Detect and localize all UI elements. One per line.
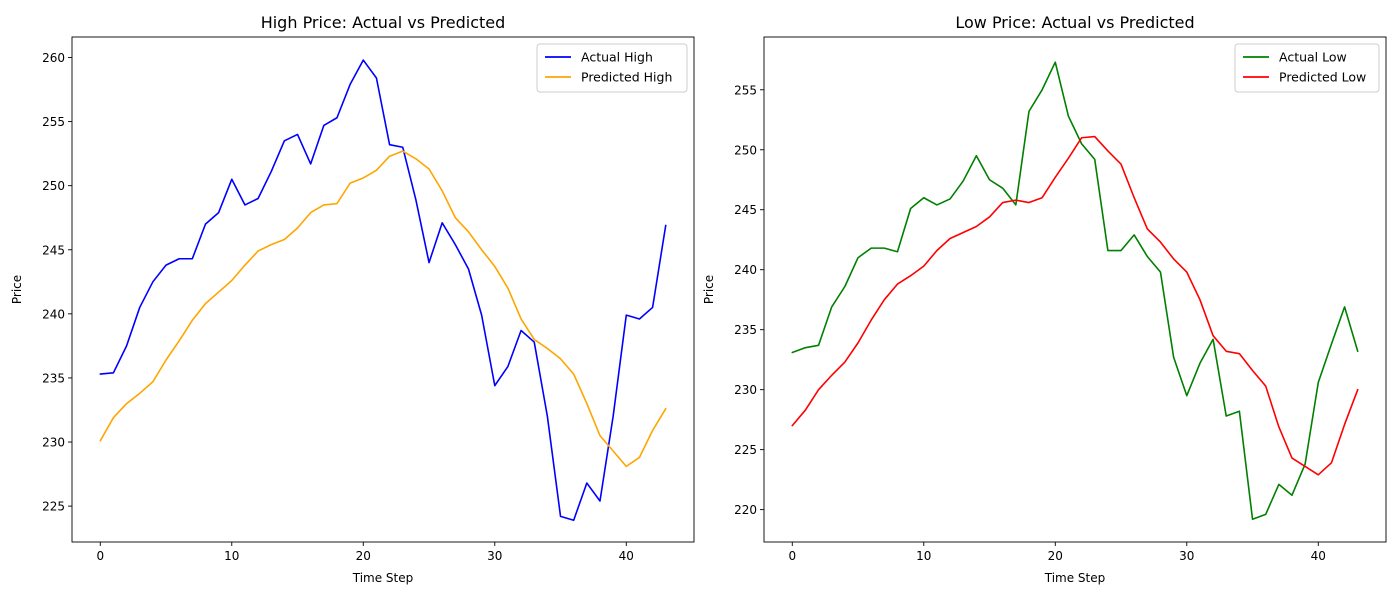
y-tick-label: 245 <box>42 243 65 257</box>
x-axis-label: Time Step <box>1044 571 1106 585</box>
series-line-actual-high <box>99 59 667 522</box>
series-line-predicted-high <box>99 150 667 468</box>
legend: Actual High Predicted High <box>536 43 688 93</box>
y-tick-label: 220 <box>734 503 757 517</box>
plot-frame <box>763 36 1387 543</box>
y-tick-label: 255 <box>734 83 757 97</box>
y-tick-label: 260 <box>42 51 65 65</box>
x-tick-label: 0 <box>788 549 796 563</box>
y-tick-label: 230 <box>734 383 757 397</box>
y-tick-label: 255 <box>42 115 65 129</box>
low-price-chart: Low Price: Actual vs Predicted 0 10 20 30 40 2… <box>702 13 1387 585</box>
legend-label: Predicted Low <box>1279 70 1366 85</box>
y-axis-label: Price <box>10 275 24 304</box>
plot-frame <box>71 36 695 543</box>
series-line-actual-low <box>791 61 1359 521</box>
x-tick-label: 20 <box>1048 549 1063 563</box>
y-tick-label: 225 <box>42 500 65 514</box>
x-tick-label: 30 <box>487 549 502 563</box>
y-tick-label: 250 <box>42 179 65 193</box>
chart-title: High Price: Actual vs Predicted <box>261 13 506 32</box>
y-tick-label: 235 <box>734 323 757 337</box>
x-tick-label: 40 <box>1311 549 1326 563</box>
legend-box <box>536 43 688 93</box>
y-tick-label: 240 <box>734 263 757 277</box>
legend: Actual Low Predicted Low <box>1234 43 1380 93</box>
y-axis-label: Price <box>702 275 716 304</box>
x-tick-label: 20 <box>356 549 371 563</box>
x-tick-label: 30 <box>1179 549 1194 563</box>
y-tick-label: 225 <box>734 443 757 457</box>
x-tick-label: 0 <box>96 549 104 563</box>
y-tick-label: 250 <box>734 143 757 157</box>
high-price-chart: High Price: Actual vs Predicted 0 10 20 30 40… <box>10 13 695 585</box>
legend-label: Actual High <box>581 50 653 65</box>
legend-label: Actual Low <box>1279 50 1347 65</box>
legend-label: Predicted High <box>581 70 672 85</box>
y-tick-label: 230 <box>42 436 65 450</box>
y-tick-label: 235 <box>42 371 65 385</box>
chart-title: Low Price: Actual vs Predicted <box>955 13 1194 32</box>
x-axis-label: Time Step <box>352 571 414 585</box>
y-tick-label: 240 <box>42 307 65 321</box>
legend-box <box>1234 43 1380 93</box>
series-line-predicted-low <box>791 135 1359 476</box>
y-tick-label: 245 <box>734 203 757 217</box>
x-tick-label: 40 <box>619 549 634 563</box>
x-tick-label: 10 <box>224 549 239 563</box>
x-tick-label: 10 <box>916 549 931 563</box>
